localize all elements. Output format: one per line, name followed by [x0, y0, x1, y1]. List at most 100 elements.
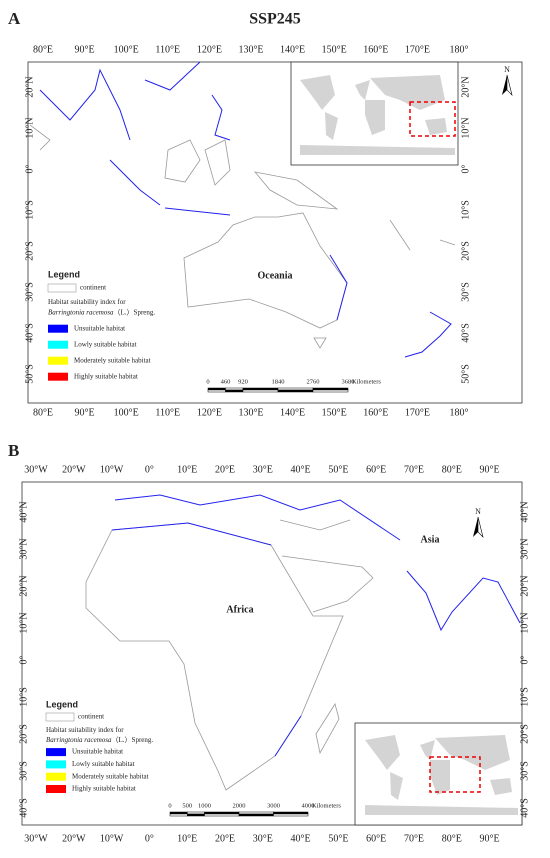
legend-swatch: [47, 283, 77, 293]
longitude-label: 110°E: [155, 44, 180, 55]
longitude-label: 160°E: [363, 407, 388, 418]
legend-label: Lowly suitable habitat: [72, 760, 135, 768]
longitude-label: 80°E: [33, 44, 53, 55]
longitude-label: 50°E: [328, 464, 348, 475]
scale-segment: [187, 813, 205, 817]
longitude-label: 150°E: [322, 407, 347, 418]
scale-segment: [225, 389, 244, 393]
scale-label: 3680: [342, 378, 355, 385]
latitude-label: 40°S: [460, 323, 471, 343]
latitude-label: 40°S: [519, 798, 530, 818]
latitude-label: 0°: [24, 165, 35, 174]
north-arrow: [506, 74, 513, 96]
species-name: Barringtonia racemosa: [46, 735, 112, 743]
scale-unit: Kilometers: [352, 378, 381, 385]
scale-label: 4000: [302, 802, 315, 809]
map-frame: [21, 481, 523, 826]
longitude-label: 140°E: [280, 44, 305, 55]
latitude-label: 20°S: [24, 241, 35, 261]
scale-label: 2000: [233, 802, 246, 809]
longitude-label: 90°E: [75, 44, 95, 55]
latitude-label: 10°S: [460, 200, 471, 220]
legend-label: Moderately suitable habitat: [74, 356, 151, 364]
legend-subtitle: Barringtonia racemosa（L.）Spreng.: [46, 735, 153, 743]
latitude-label: 20°S: [460, 241, 471, 261]
longitude-label: 30°W: [24, 464, 48, 475]
latitude-label: 0°: [519, 656, 530, 665]
scale-label: 920: [238, 378, 248, 385]
legend-swatch: [46, 785, 66, 793]
longitude-label: 140°E: [280, 407, 305, 418]
longitude-label: 80°E: [442, 833, 462, 844]
latitude-label: 30°S: [460, 282, 471, 302]
inset-highlight: [429, 756, 481, 793]
legend-swatch: [48, 372, 68, 381]
scale-label: 0: [168, 802, 171, 809]
species-authority: （L.）Spreng.: [112, 735, 154, 743]
longitude-label: 70°E: [404, 464, 424, 475]
longitude-label: 170°E: [405, 44, 430, 55]
longitude-label: 120°E: [197, 407, 222, 418]
region-label: Asia: [421, 534, 440, 545]
longitude-label: 180°: [450, 44, 469, 55]
inset-world: [300, 75, 455, 155]
legend-swatch: [45, 712, 75, 722]
longitude-label: 160°E: [363, 44, 388, 55]
north-arrow: [477, 516, 484, 538]
legend-label: Moderately suitable habitat: [72, 772, 149, 780]
coastlines: [85, 494, 521, 791]
longitude-label: 10°E: [177, 833, 197, 844]
region-label: Africa: [226, 604, 253, 615]
longitude-label: 20°W: [62, 464, 86, 475]
longitude-label: 60°E: [366, 464, 386, 475]
latitude-label: 20°N: [24, 76, 35, 97]
longitude-label: 50°E: [328, 833, 348, 844]
scale-unit: Kilometers: [312, 802, 341, 809]
latitude-label: 10°N: [24, 117, 35, 138]
latitude-label: 40°N: [18, 501, 29, 522]
legend-swatch: [46, 748, 66, 757]
legend-swatch: [48, 324, 68, 333]
longitude-label: 30°W: [24, 833, 48, 844]
longitude-label: 10°E: [177, 464, 197, 475]
inset-world: [365, 735, 518, 815]
longitude-label: 80°E: [442, 464, 462, 475]
longitude-label: 90°E: [75, 407, 95, 418]
longitude-label: 110°E: [155, 407, 180, 418]
inset-highlight: [409, 101, 456, 137]
longitude-label: 170°E: [405, 407, 430, 418]
latitude-label: 30°S: [18, 761, 29, 781]
latitude-label: 20°N: [519, 575, 530, 596]
scale-segment: [204, 811, 240, 815]
legend-label: continent: [80, 284, 106, 292]
longitude-label: 120°E: [197, 44, 222, 55]
north-arrow: [473, 517, 478, 537]
latitude-label: 10°N: [519, 612, 530, 633]
scale-label: 1840: [272, 378, 285, 385]
north-label: N: [504, 65, 510, 74]
north-label: N: [475, 507, 481, 516]
latitude-label: 20°S: [519, 724, 530, 744]
latitude-label: 10°N: [18, 612, 29, 633]
latitude-label: 30°N: [519, 538, 530, 559]
scale-segment: [238, 811, 274, 815]
longitude-label: 40°E: [291, 833, 311, 844]
species-name: Barringtonia racemosa: [48, 308, 114, 316]
longitude-label: 60°E: [366, 833, 386, 844]
panel-label: A: [8, 9, 21, 28]
legend-title: Legend: [48, 269, 80, 279]
legend-label: Unsuitable habitat: [72, 748, 123, 756]
latitude-label: 50°S: [24, 364, 35, 384]
longitude-label: 100°E: [114, 407, 139, 418]
longitude-label: 20°E: [215, 833, 235, 844]
longitude-label: 10°W: [100, 464, 124, 475]
scale-segment: [187, 811, 205, 815]
scale-segment: [242, 389, 279, 393]
legend-swatch: [46, 760, 66, 769]
latitude-label: 10°S: [519, 687, 530, 707]
longitude-label: 130°E: [238, 44, 263, 55]
legend-swatch: [46, 772, 66, 781]
longitude-label: 180°: [450, 407, 469, 418]
scale-label: 3000: [267, 802, 280, 809]
longitude-label: 90°E: [480, 833, 500, 844]
